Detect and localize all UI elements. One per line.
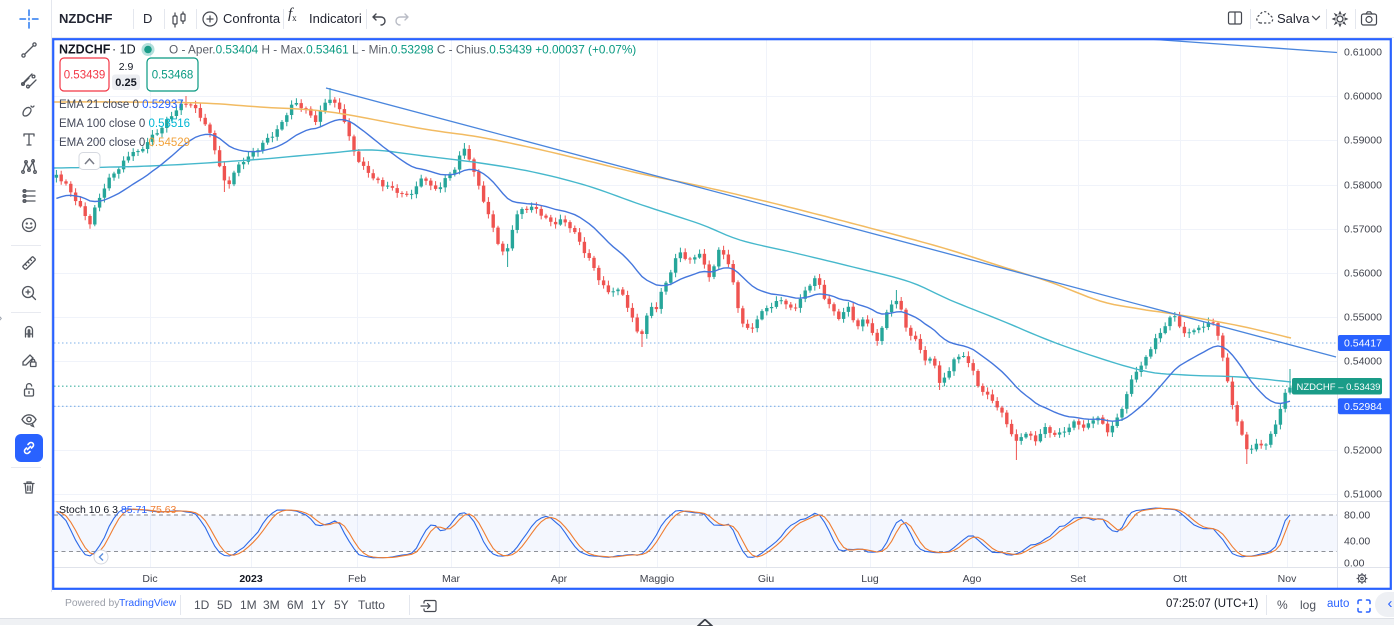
svg-text:Dic: Dic [142,573,157,585]
svg-text:EMA 200 close 0 0.54529: EMA 200 close 0 0.54529 [59,137,190,149]
svg-text:0.52984: 0.52984 [1344,401,1382,413]
svg-text:0.59000: 0.59000 [1344,135,1382,147]
svg-text:0.25: 0.25 [115,77,136,89]
svg-text:Feb: Feb [348,573,366,585]
svg-text:80.00: 80.00 [1344,510,1370,522]
svg-text:0.53468: 0.53468 [152,70,194,82]
svg-text:0.55000: 0.55000 [1344,312,1382,324]
svg-text:NZDCHF – 0.53439: NZDCHF – 0.53439 [1297,382,1381,393]
svg-text:0.61000: 0.61000 [1344,47,1382,59]
svg-text:2.9: 2.9 [119,61,134,73]
svg-text:EMA 21 close 0 0.52937: EMA 21 close 0 0.52937 [59,99,184,111]
svg-text:0.57000: 0.57000 [1344,224,1382,236]
svg-text:Lug: Lug [861,573,879,585]
svg-text:0.53439: 0.53439 [64,70,106,82]
svg-text:Ago: Ago [963,573,982,585]
svg-text:· 1D: · 1D [112,43,136,57]
svg-text:NZDCHF: NZDCHF [59,43,111,57]
svg-text:0.00: 0.00 [1344,558,1365,570]
svg-text:Apr: Apr [551,573,568,585]
svg-text:O - Aper.0.53404 H - Max.0.534: O - Aper.0.53404 H - Max.0.53461 L - Min… [169,43,636,57]
svg-text:0.51000: 0.51000 [1344,489,1382,501]
svg-text:Mar: Mar [442,573,461,585]
svg-text:EMA 100 close 0 0.53516: EMA 100 close 0 0.53516 [59,118,190,130]
svg-text:0.52000: 0.52000 [1344,445,1382,457]
svg-text:0.56000: 0.56000 [1344,268,1382,280]
svg-text:Stoch 10 6 3 85.71 75.63: Stoch 10 6 3 85.71 75.63 [59,504,177,516]
svg-text:0.54417: 0.54417 [1344,338,1382,350]
svg-text:0.58000: 0.58000 [1344,180,1382,192]
svg-text:Giu: Giu [758,573,775,585]
svg-text:2023: 2023 [239,573,263,585]
svg-text:0.60000: 0.60000 [1344,91,1382,103]
svg-text:Nov: Nov [1278,573,1297,585]
svg-text:Ott: Ott [1173,573,1187,585]
svg-text:Maggio: Maggio [640,573,675,585]
svg-text:40.00: 40.00 [1344,536,1370,548]
svg-text:Set: Set [1070,573,1086,585]
svg-text:0.54000: 0.54000 [1344,356,1382,368]
